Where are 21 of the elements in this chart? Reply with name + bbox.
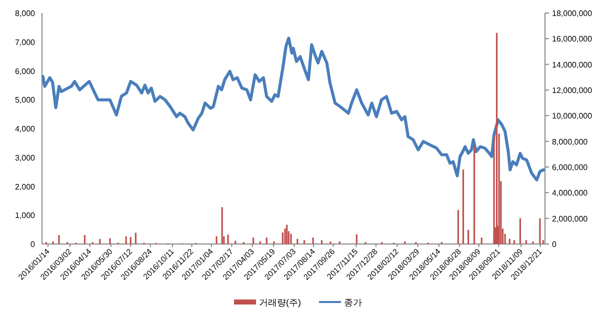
y-tick-label: 0 xyxy=(30,240,36,249)
y-tick-label: 4,000 xyxy=(14,124,36,134)
y2-tick-label: 8,000,000 xyxy=(552,137,588,146)
y-tick-label: 8,000 xyxy=(14,9,36,18)
y2-tick-label: 6,000,000 xyxy=(552,163,588,172)
y2-tick-label: 12,000,000 xyxy=(552,86,593,95)
y-tick-label: 6,000 xyxy=(14,66,36,76)
y-tick-label: 7,000 xyxy=(14,38,36,47)
y-tick-label: 5,000 xyxy=(14,96,36,105)
y2-tick-label: 14,000,000 xyxy=(552,60,593,70)
y2-tick-label: 4,000,000 xyxy=(552,188,588,198)
y-tick-label: 1,000 xyxy=(14,211,36,220)
y2-tick-label: 18,000,000 xyxy=(552,9,593,18)
y2-tick-label: 10,000,000 xyxy=(552,112,593,121)
y-tick-label: 3,000 xyxy=(14,153,36,162)
y2-tick-label: 0 xyxy=(552,240,557,249)
y2-tick-label: 16,000,000 xyxy=(552,34,593,44)
y2-tick-label: 2,000,000 xyxy=(552,214,588,224)
legend-label: 종가 xyxy=(344,298,362,308)
y-tick-label: 2,000 xyxy=(14,182,36,192)
legend-label: 거래량(주) xyxy=(259,298,301,308)
